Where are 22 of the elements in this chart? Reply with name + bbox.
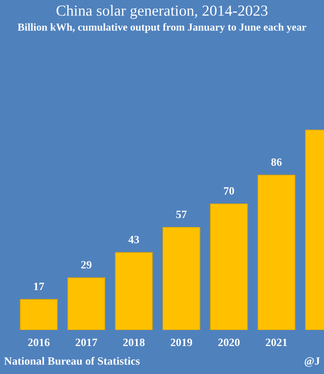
x-tick-label: 2018 bbox=[123, 338, 145, 346]
data-label: 29 bbox=[81, 261, 92, 269]
chart-subtitle: Billion kWh, cumulative output from January to June each year bbox=[18, 23, 306, 33]
bar bbox=[258, 174, 296, 330]
data-label: 43 bbox=[128, 236, 140, 244]
text: @J bbox=[304, 357, 320, 367]
x-tick-label: 2020 bbox=[218, 338, 240, 346]
bar bbox=[20, 299, 58, 330]
data-label: 70 bbox=[224, 187, 234, 195]
data-label: 86 bbox=[271, 158, 282, 166]
chart-title: China solar generation, 2014-2023 bbox=[56, 5, 268, 19]
text: National Bureau of Statistics bbox=[4, 356, 140, 365]
bar bbox=[162, 226, 200, 330]
x-tick-label: 2021 bbox=[266, 338, 287, 346]
x-tick-label: 2019 bbox=[170, 338, 192, 346]
data-label: 57 bbox=[176, 210, 187, 218]
bar bbox=[67, 277, 106, 330]
data-label: 17 bbox=[34, 282, 44, 290]
bar bbox=[210, 204, 248, 330]
x-tick-label: 2016 bbox=[28, 338, 50, 346]
x-tick-label: 2017 bbox=[76, 338, 98, 346]
bar bbox=[114, 252, 153, 330]
